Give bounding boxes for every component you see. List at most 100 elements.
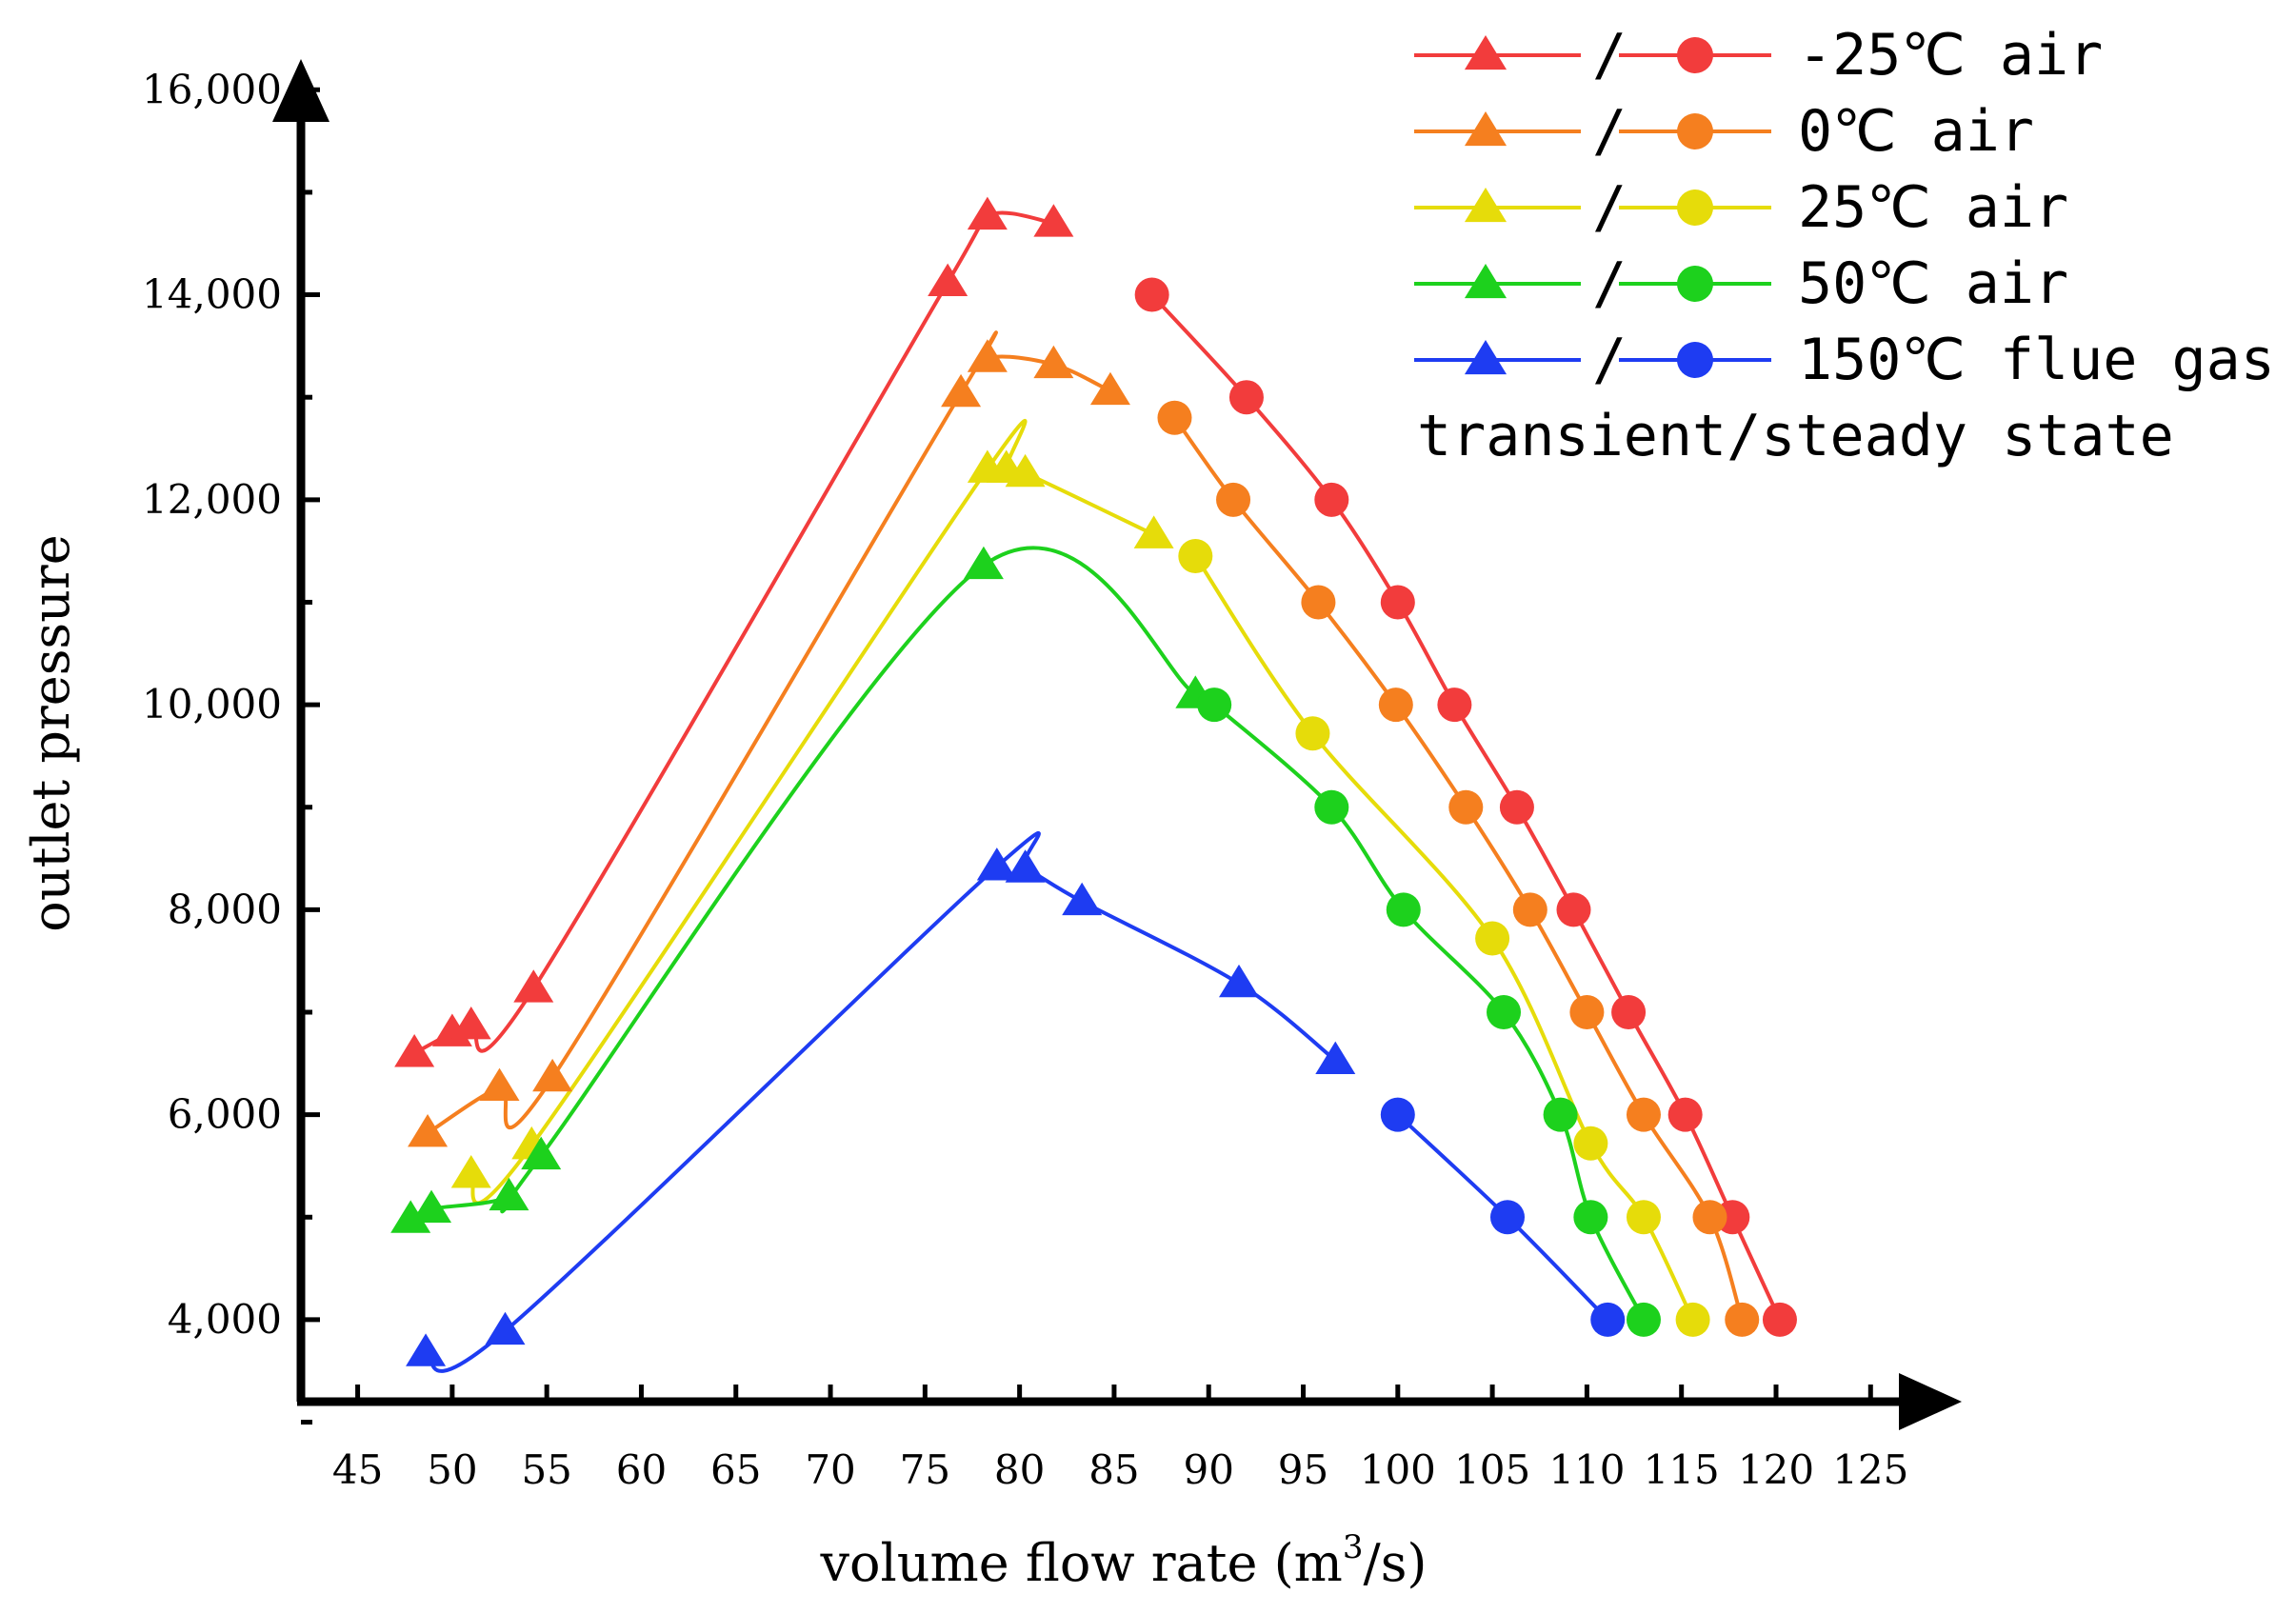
x-axis-title: volume flow rate (m3/s) <box>819 1528 1427 1593</box>
transient-point-25-air <box>1005 453 1046 488</box>
transient-point-25-air <box>928 263 968 297</box>
y-tick-label: 6,000 <box>168 1091 282 1138</box>
x-tick-label: 45 <box>332 1446 383 1493</box>
x-ticks: 45 50 55 60 65 70 75 80 85 90 95 100 105 110 115 120 125 <box>332 1385 1908 1493</box>
x-tick-label: 125 <box>1832 1446 1908 1493</box>
steady-point-25-air <box>1611 994 1647 1029</box>
x-tick-label: 60 <box>616 1446 667 1493</box>
steady-point-25-air <box>1626 1200 1661 1235</box>
legend-label: 150℃ flue gas <box>1798 327 2275 393</box>
steady-point-50-air <box>1543 1097 1578 1132</box>
steady-point-25-air <box>1314 482 1349 517</box>
legend-label: 50℃ air <box>1798 250 2068 317</box>
transient-point-50-air <box>489 1177 529 1211</box>
transient-point-25-air <box>450 1155 491 1188</box>
plot-markers <box>390 196 1797 1366</box>
transient-point-150-flue-gas <box>406 1333 447 1366</box>
steady-point-25-air <box>1295 716 1330 751</box>
transient-point-0-air <box>1033 345 1074 379</box>
steady-point-150-flue-gas <box>1380 1097 1415 1132</box>
transient-point-150-flue-gas <box>1062 882 1103 916</box>
steady-point-0-air <box>1512 892 1547 927</box>
steady-point-150-flue-gas <box>1489 1200 1525 1235</box>
x-tick-label: 120 <box>1738 1446 1814 1493</box>
transient-point-0-air <box>967 339 1008 372</box>
transient-point-150-flue-gas <box>1218 964 1259 998</box>
steady-point-25-air <box>1675 1302 1710 1337</box>
x-tick-label: 95 <box>1278 1446 1328 1493</box>
steady-point-150-flue-gas <box>1590 1302 1626 1337</box>
y-tick-label: 14,000 <box>142 271 282 318</box>
y-tick-label: 8,000 <box>168 886 282 932</box>
steady-point-50-air <box>1573 1200 1608 1235</box>
legend: / -25℃ air/0℃ air/25℃ air/50℃ air/150℃ fl… <box>1414 22 2275 469</box>
transient-point-150-flue-gas <box>976 847 1017 881</box>
y-tick-label: 12,000 <box>142 476 282 523</box>
legend-circle-icon <box>1677 113 1713 149</box>
steady-point-25-air <box>1178 539 1213 574</box>
steady-point-25-air <box>1667 1097 1703 1132</box>
legend-triangle-icon <box>1464 188 1507 223</box>
steady-point-25-air <box>1475 921 1510 956</box>
steady-point-50-air <box>1197 687 1232 723</box>
steady-point-0-air <box>1626 1097 1661 1132</box>
series-transient-line-0-air <box>427 330 1111 1135</box>
steady-point-25-air <box>1380 585 1415 620</box>
legend-circle-icon <box>1677 266 1713 302</box>
x-tick-label: 65 <box>710 1446 761 1493</box>
y-tick-label: 4,000 <box>168 1296 282 1343</box>
legend-label: 0℃ air <box>1798 98 2034 165</box>
x-tick-label: 80 <box>994 1446 1045 1493</box>
transient-point-50-air <box>411 1189 452 1224</box>
x-axis: 45 50 55 60 65 70 75 80 85 90 95 100 105 110 115 120 125 <box>297 1373 1962 1493</box>
steady-point-0-air <box>1692 1200 1727 1235</box>
x-tick-label: 90 <box>1183 1446 1233 1493</box>
x-tick-label: 70 <box>805 1446 855 1493</box>
x-tick-label: 100 <box>1360 1446 1436 1493</box>
y-ticks: 4,000 6,000 8,000 10,000 12,000 14,000 16,000 <box>142 66 320 1425</box>
steady-point-50-air <box>1626 1302 1661 1337</box>
transient-point-150-flue-gas <box>1315 1041 1356 1074</box>
x-tick-label: 50 <box>427 1446 477 1493</box>
transient-point-0-air <box>941 373 982 408</box>
y-axis-title: outlet pressure <box>21 534 81 931</box>
legend-circle-icon <box>1677 37 1713 73</box>
x-tick-label: 75 <box>900 1446 950 1493</box>
steady-point-0-air <box>1378 687 1413 723</box>
steady-point-25-air <box>1499 789 1534 825</box>
legend-note: transient/steady state <box>1417 403 2174 469</box>
steady-point-50-air <box>1386 892 1421 927</box>
x-tick-label: 105 <box>1454 1446 1530 1493</box>
series-transient-line-25-air <box>469 418 1155 1206</box>
steady-point-0-air <box>1216 482 1251 517</box>
steady-point-25-air <box>1556 892 1591 927</box>
transient-point-50-air <box>521 1136 562 1170</box>
transient-point-150-flue-gas <box>1005 849 1046 883</box>
steady-point-25-air <box>1437 687 1472 723</box>
transient-point-25-air <box>513 969 554 1003</box>
steady-point-0-air <box>1725 1302 1760 1337</box>
x-tick-label: 110 <box>1548 1446 1625 1493</box>
legend-triangle-icon <box>1464 264 1507 299</box>
legend-triangle-icon <box>1464 111 1507 147</box>
steady-point-25-air <box>1228 380 1264 415</box>
y-tick-label: 10,000 <box>142 681 282 727</box>
plot-lines <box>409 204 1782 1373</box>
series-transient-line-50-air <box>409 546 1197 1222</box>
x-tick-label: 115 <box>1644 1446 1720 1493</box>
transient-point-25-air <box>967 196 1008 230</box>
x-tick-label: 55 <box>521 1446 571 1493</box>
steady-point-25-air <box>1573 1126 1608 1161</box>
legend-triangle-icon <box>1464 35 1507 70</box>
legend-circle-icon <box>1677 342 1713 378</box>
transient-point-0-air <box>479 1067 520 1101</box>
legend-label: 25℃ air <box>1798 174 2068 241</box>
series-steady-line-0-air <box>1172 416 1745 1321</box>
transient-point-0-air <box>1089 371 1130 406</box>
transient-point-50-air <box>390 1200 431 1233</box>
steady-point-0-air <box>1448 789 1484 825</box>
x-axis-arrow-icon <box>1899 1373 1962 1430</box>
steady-point-25-air <box>1134 277 1169 312</box>
transient-point-25-air <box>1133 515 1174 548</box>
